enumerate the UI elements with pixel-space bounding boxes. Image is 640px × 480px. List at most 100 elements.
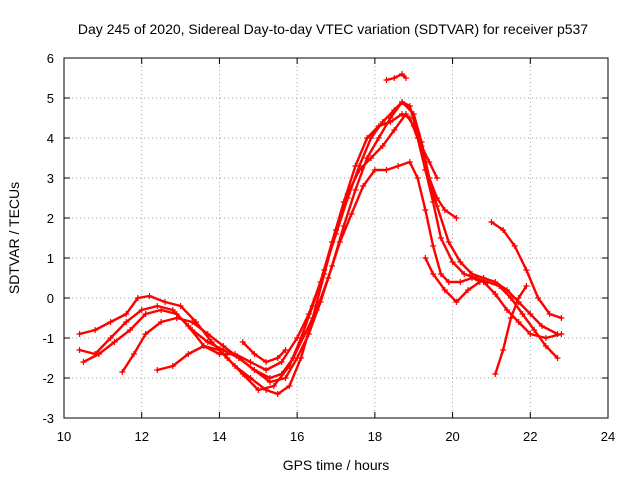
data-point-marker bbox=[274, 391, 281, 397]
data-point-marker bbox=[418, 143, 425, 149]
data-point-marker bbox=[395, 163, 402, 169]
data-point-marker bbox=[154, 367, 161, 373]
data-point-marker bbox=[255, 387, 262, 393]
data-point-marker bbox=[274, 355, 281, 361]
data-point-marker bbox=[298, 355, 305, 361]
grid bbox=[64, 58, 608, 418]
data-point-marker bbox=[422, 207, 429, 213]
data-point-marker bbox=[352, 163, 359, 169]
data-point-marker bbox=[266, 375, 273, 381]
data-point-marker bbox=[558, 315, 565, 321]
data-point-marker bbox=[76, 347, 83, 353]
data-point-marker bbox=[519, 311, 526, 317]
data-point-marker bbox=[158, 307, 165, 313]
data-point-marker bbox=[383, 167, 390, 173]
data-point-marker bbox=[348, 211, 355, 217]
series-track-1 bbox=[78, 100, 559, 392]
data-point-marker bbox=[290, 355, 297, 361]
data-point-marker bbox=[445, 239, 452, 245]
series-track-10-markers bbox=[492, 283, 530, 377]
data-point-marker bbox=[399, 99, 406, 105]
series-track-7-markers bbox=[383, 71, 409, 83]
data-point-marker bbox=[92, 327, 99, 333]
data-point-marker bbox=[251, 367, 258, 373]
data-point-marker bbox=[95, 351, 102, 357]
data-point-marker bbox=[286, 383, 293, 389]
data-point-marker bbox=[142, 331, 149, 337]
data-point-marker bbox=[434, 203, 441, 209]
x-axis: 10 12 14 16 18 20 22 24 bbox=[57, 58, 615, 444]
data-point-marker bbox=[391, 127, 398, 133]
series-track-2 bbox=[78, 112, 559, 372]
data-point-marker bbox=[538, 323, 545, 329]
data-point-marker bbox=[437, 235, 444, 241]
series-track-5 bbox=[156, 112, 439, 396]
x-tick-label: 12 bbox=[134, 429, 148, 444]
data-point-marker bbox=[247, 375, 254, 381]
data-point-marker bbox=[231, 363, 238, 369]
data-point-marker bbox=[251, 351, 258, 357]
data-point-marker bbox=[437, 271, 444, 277]
data-point-marker bbox=[426, 159, 433, 165]
y-tick-label: -1 bbox=[42, 331, 54, 346]
data-point-marker bbox=[535, 295, 542, 301]
data-point-marker bbox=[476, 279, 483, 285]
y-tick-label: -2 bbox=[42, 371, 54, 386]
data-point-marker bbox=[367, 155, 374, 161]
data-point-marker bbox=[441, 287, 448, 293]
data-point-marker bbox=[142, 311, 149, 317]
series-track-8-markers bbox=[422, 255, 483, 305]
data-point-marker bbox=[294, 335, 301, 341]
data-point-marker bbox=[515, 319, 522, 325]
y-axis-label: SDTVAR / TECUs bbox=[6, 182, 22, 294]
data-point-marker bbox=[134, 295, 141, 301]
data-point-marker bbox=[107, 319, 114, 325]
data-point-marker bbox=[364, 135, 371, 141]
data-point-marker bbox=[278, 371, 285, 377]
data-point-marker bbox=[309, 315, 316, 321]
data-point-marker bbox=[410, 111, 417, 117]
data-point-marker bbox=[461, 271, 468, 277]
data-point-marker bbox=[146, 293, 153, 299]
data-point-marker bbox=[414, 175, 421, 181]
data-point-marker bbox=[263, 387, 270, 393]
data-point-marker bbox=[169, 363, 176, 369]
data-point-marker bbox=[422, 255, 429, 261]
data-point-marker bbox=[492, 279, 499, 285]
data-point-marker bbox=[162, 299, 169, 305]
series-track-2-markers bbox=[76, 111, 561, 373]
data-point-marker bbox=[469, 275, 475, 281]
data-point-marker bbox=[278, 359, 285, 365]
data-point-marker bbox=[282, 375, 289, 381]
series-track-7 bbox=[385, 72, 408, 82]
series-track-1-markers bbox=[76, 99, 561, 393]
data-point-marker bbox=[305, 311, 312, 317]
data-point-marker bbox=[542, 343, 549, 349]
data-point-marker bbox=[387, 115, 394, 121]
data-point-marker bbox=[138, 307, 145, 313]
data-point-marker bbox=[441, 207, 448, 213]
plot-frame bbox=[63, 57, 609, 419]
data-point-marker bbox=[352, 187, 359, 193]
data-point-marker bbox=[123, 311, 130, 317]
data-point-marker bbox=[546, 311, 553, 317]
data-point-marker bbox=[185, 351, 192, 357]
y-tick-label: 2 bbox=[47, 211, 54, 226]
data-point-marker bbox=[263, 367, 270, 373]
data-point-marker bbox=[503, 307, 510, 313]
data-point-marker bbox=[406, 159, 413, 165]
data-point-marker bbox=[391, 75, 398, 81]
data-point-marker bbox=[527, 331, 534, 337]
x-tick-label: 14 bbox=[212, 429, 226, 444]
data-point-marker bbox=[488, 219, 495, 225]
data-point-marker bbox=[449, 259, 456, 265]
data-point-marker bbox=[220, 343, 227, 349]
data-point-marker bbox=[375, 135, 382, 141]
data-point-marker bbox=[247, 359, 254, 365]
data-point-marker bbox=[336, 239, 343, 245]
data-point-marker bbox=[511, 243, 518, 249]
data-point-marker bbox=[154, 303, 161, 309]
data-point-marker bbox=[503, 287, 510, 293]
data-point-marker bbox=[107, 335, 114, 341]
